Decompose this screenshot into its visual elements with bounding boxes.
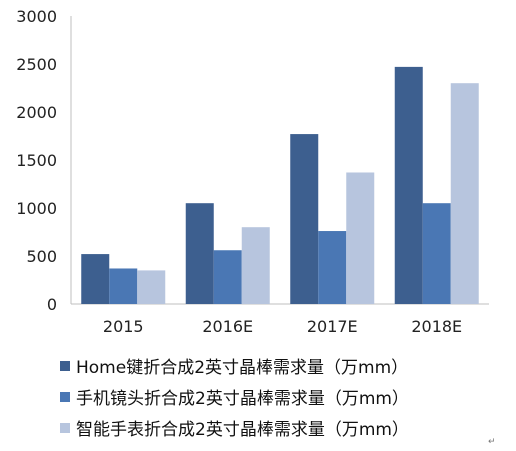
bar-series-3-2016E xyxy=(241,227,270,304)
x-tick-label: 2015 xyxy=(103,317,144,336)
y-tick-label: 2500 xyxy=(16,55,57,74)
y-tick-label: 500 xyxy=(26,247,57,266)
y-tick-label: 3000 xyxy=(16,7,57,26)
legend-item: 智能手表折合成2英寸晶棒需求量（万mm） xyxy=(60,412,409,443)
legend-item: Home键折合成2英寸晶棒需求量（万mm） xyxy=(60,350,409,381)
paragraph-return-mark: ↵ xyxy=(488,437,496,447)
y-tick-label: 0 xyxy=(47,295,57,314)
bar-series-1-2017E xyxy=(290,134,319,304)
legend-label: 智能手表折合成2英寸晶棒需求量（万mm） xyxy=(76,420,409,440)
bar-series-2-2015 xyxy=(109,268,138,304)
bar-series-1-2016E xyxy=(185,203,214,304)
legend-swatch xyxy=(60,391,70,402)
bar-series-2-2018E xyxy=(422,203,451,304)
bar-series-3-2017E xyxy=(346,172,375,304)
bar-series-3-2015 xyxy=(137,270,166,304)
x-tick-label: 2017E xyxy=(307,317,358,336)
legend-label: Home键折合成2英寸晶棒需求量（万mm） xyxy=(76,358,409,378)
bar-series-1-2018E xyxy=(394,66,423,304)
legend-label: 手机镜头折合成2英寸晶棒需求量（万mm） xyxy=(76,389,409,409)
x-tick-label: 2018E xyxy=(411,317,462,336)
y-tick-label: 1000 xyxy=(16,199,57,218)
legend-swatch xyxy=(60,360,70,371)
x-tick-label: 2016E xyxy=(202,317,253,336)
bar-series-2-2016E xyxy=(213,250,242,304)
chart-legend: Home键折合成2英寸晶棒需求量（万mm） 手机镜头折合成2英寸晶棒需求量（万mm… xyxy=(60,350,409,443)
y-tick-label: 2000 xyxy=(16,103,57,122)
bar-series-3-2018E xyxy=(450,83,479,304)
bar-marks xyxy=(81,66,479,304)
y-tick-label: 1500 xyxy=(16,151,57,170)
legend-item: 手机镜头折合成2英寸晶棒需求量（万mm） xyxy=(60,381,409,412)
x-tick-labels: 2015 2016E 2017E 2018E xyxy=(103,317,462,336)
y-tick-labels: 0 500 1000 1500 2000 2500 3000 xyxy=(16,7,57,314)
bar-series-1-2015 xyxy=(81,254,110,304)
legend-swatch xyxy=(60,422,70,433)
bar-series-2-2017E xyxy=(318,231,347,304)
